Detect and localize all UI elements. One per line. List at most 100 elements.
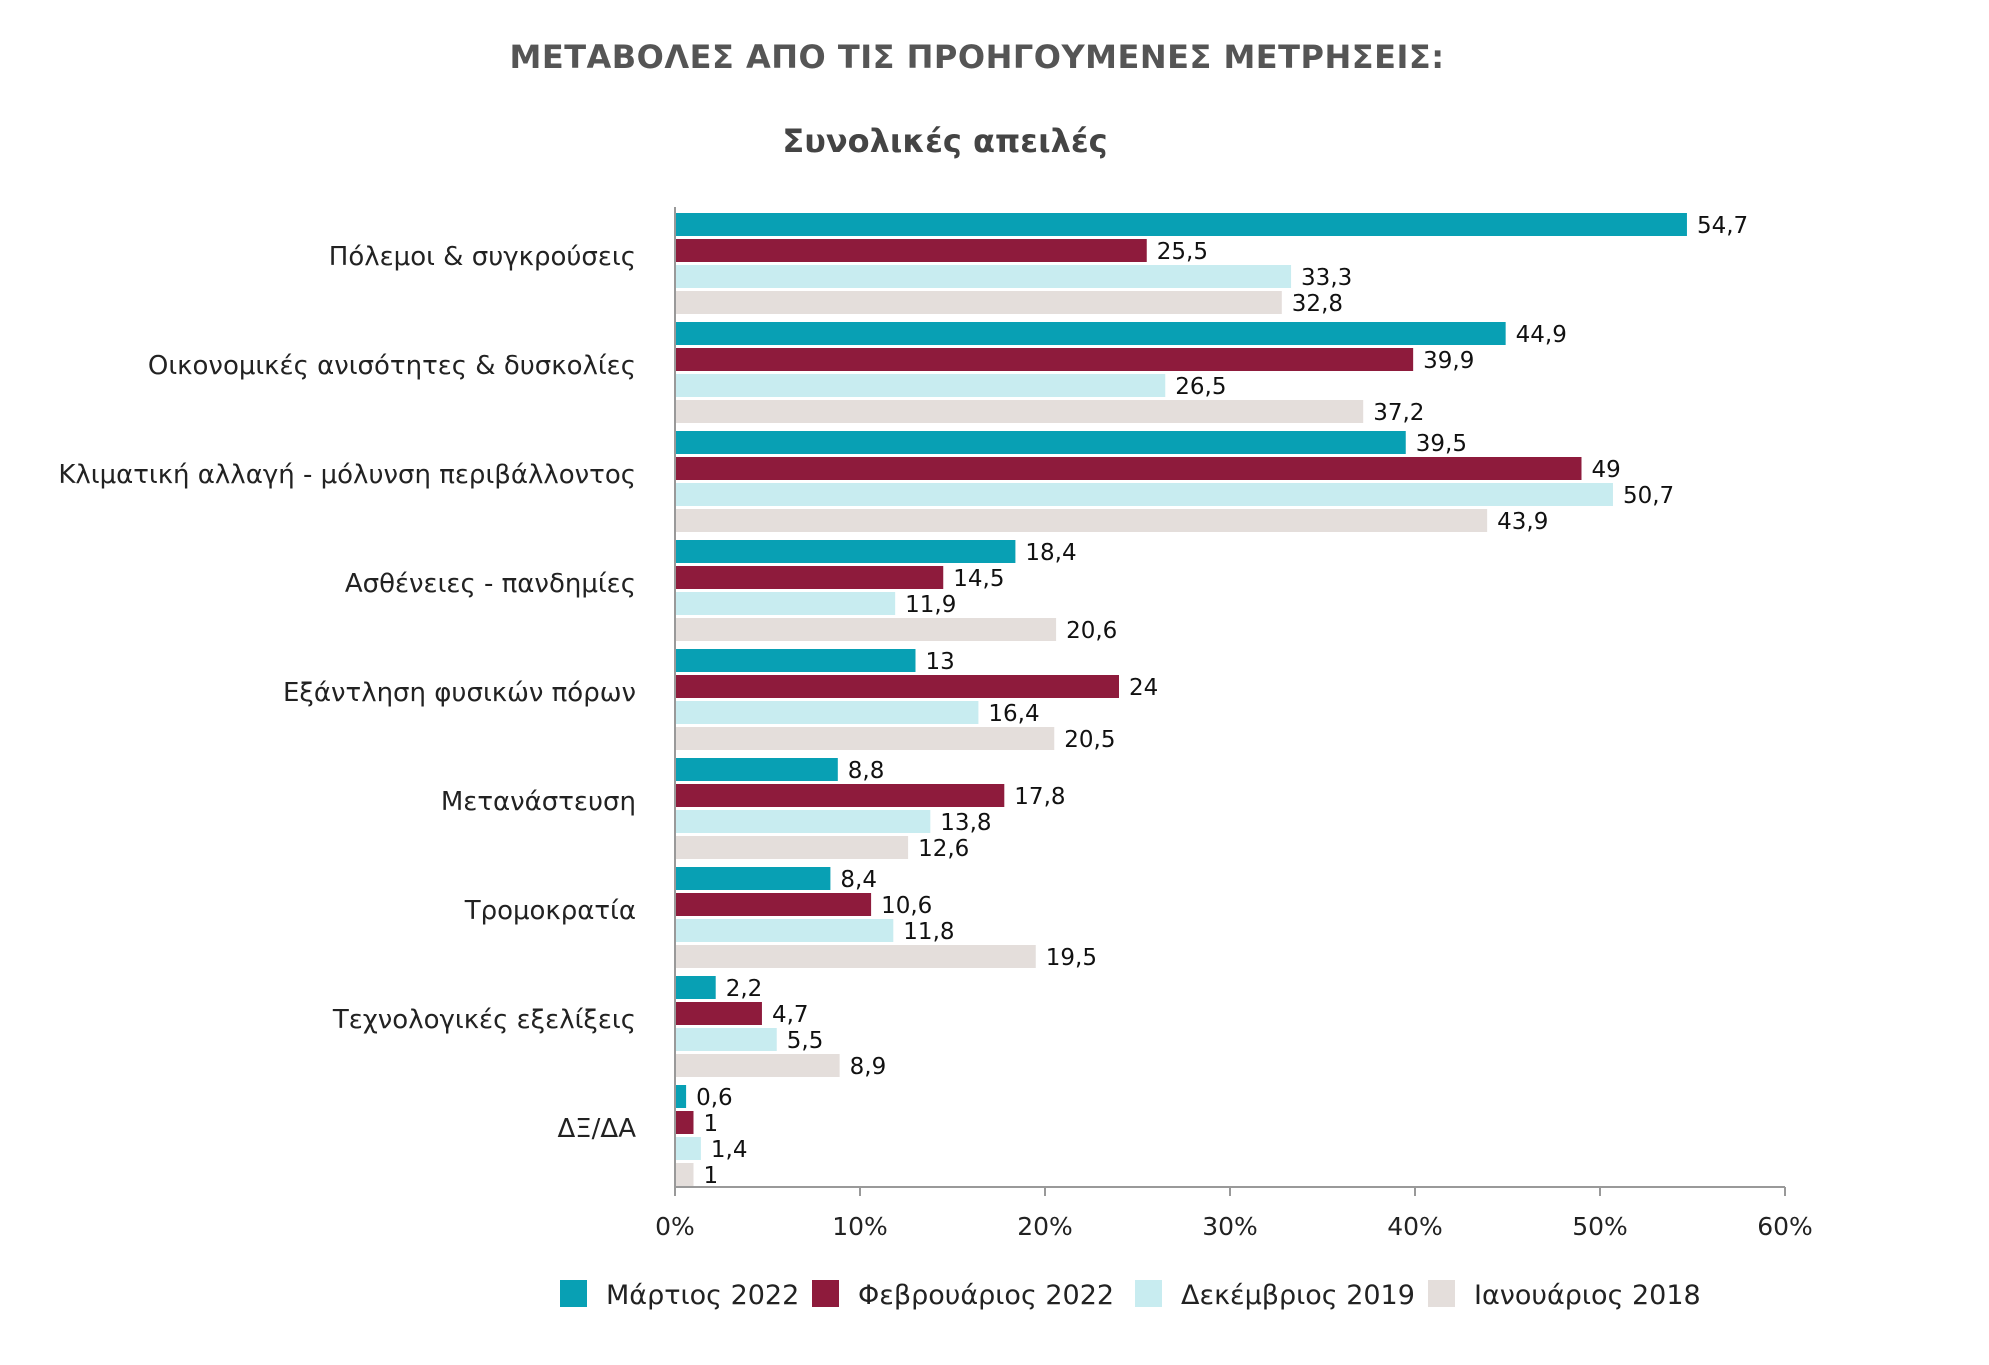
bar: [675, 675, 1119, 698]
bars-layer: 54,7 25,5 33,332,8 44,9 39,9 26,5 37,2 39,5 4950…: [675, 213, 1748, 1189]
bar: [675, 836, 909, 859]
data-label: 16,4: [988, 701, 1039, 727]
bar: [675, 618, 1057, 641]
bar: [675, 431, 1406, 454]
data-label: 4,7: [772, 1002, 809, 1028]
x-tick-label: 0%: [655, 1212, 695, 1241]
bar: [675, 867, 831, 890]
bar: [675, 322, 1506, 345]
bar: [675, 400, 1364, 423]
category-label: Τεχνολογικές εξελίξεις: [332, 1005, 636, 1035]
bar: [675, 213, 1687, 236]
x-tick-label: 20%: [1017, 1212, 1073, 1241]
bar: [675, 1111, 694, 1134]
bar: [675, 348, 1414, 371]
category-label: Τρομοκρατία: [464, 896, 636, 926]
bar: [675, 374, 1166, 397]
bar: [675, 239, 1147, 262]
x-tick-label: 60%: [1757, 1212, 1813, 1241]
legend-label: Ιανουάριος 2018: [1474, 1280, 1701, 1311]
data-label: 10,6: [881, 893, 932, 919]
data-label: 37,2: [1373, 400, 1424, 426]
data-label: 18,4: [1025, 540, 1076, 566]
bar: [675, 1054, 840, 1077]
x-tick-label: 10%: [832, 1212, 888, 1241]
bar: [675, 701, 979, 724]
bar: [675, 945, 1036, 968]
bar: [675, 457, 1582, 480]
chart-subtitle: Συνολικές απειλές: [782, 122, 1107, 160]
bar: [675, 265, 1292, 288]
bar: [675, 784, 1005, 807]
data-label: 39,9: [1423, 348, 1474, 374]
data-label: 49: [1592, 457, 1621, 483]
bar: [675, 758, 838, 781]
data-label: 0,6: [696, 1085, 733, 1111]
category-labels: Πόλεμοι & συγκρούσεις Οικονομικές ανισότη…: [58, 242, 636, 1144]
legend-swatch: [1135, 1280, 1162, 1307]
category-label: ΔΞ/ΔΑ: [557, 1114, 636, 1144]
data-label: 13: [926, 649, 955, 675]
data-label: 44,9: [1516, 322, 1567, 348]
data-label: 12,6: [918, 836, 969, 862]
data-label: 8,9: [850, 1054, 887, 1080]
legend-label: Μάρτιος 2022: [606, 1280, 799, 1311]
bar: [675, 1028, 777, 1051]
x-tick-label: 50%: [1572, 1212, 1628, 1241]
data-label: 33,3: [1301, 265, 1352, 291]
legend-swatch: [560, 1280, 587, 1307]
data-label: 1,4: [711, 1137, 748, 1163]
legend-swatch: [1428, 1280, 1455, 1307]
bar: [675, 509, 1488, 532]
category-label: Οικονομικές ανισότητες & δυσκολίες: [148, 351, 636, 381]
category-label: Μετανάστευση: [441, 787, 636, 817]
data-label: 8,8: [848, 758, 885, 784]
bar: [675, 893, 872, 916]
bar: [675, 483, 1613, 506]
x-tick-label: 30%: [1202, 1212, 1258, 1241]
bar: [675, 1002, 762, 1025]
data-label: 43,9: [1497, 509, 1548, 535]
data-label: 50,7: [1623, 483, 1674, 509]
data-label: 39,5: [1416, 431, 1467, 457]
category-label: Εξάντληση φυσικών πόρων: [283, 678, 636, 708]
data-label: 20,5: [1064, 727, 1115, 753]
bar: [675, 649, 916, 672]
category-label: Ασθένειες - πανδημίες: [345, 569, 636, 599]
data-label: 11,9: [905, 592, 956, 618]
data-label: 8,4: [840, 867, 877, 893]
data-label: 25,5: [1157, 239, 1208, 265]
bar: [675, 810, 931, 833]
x-tick-label: 40%: [1387, 1212, 1443, 1241]
data-label: 14,5: [953, 566, 1004, 592]
data-label: 13,8: [940, 810, 991, 836]
data-label: 20,6: [1066, 618, 1117, 644]
bar: [675, 976, 716, 999]
bar: [675, 291, 1282, 314]
data-label: 2,2: [726, 976, 763, 1002]
data-label: 1: [704, 1163, 719, 1189]
data-label: 32,8: [1292, 291, 1343, 317]
legend-label: Δεκέμβριος 2019: [1181, 1280, 1415, 1311]
chart-title: ΜΕΤΑΒΟΛΕΣ ΑΠΟ ΤΙΣ ΠΡΟΗΓΟΥΜΕΝΕΣ ΜΕΤΡΗΣΕΙΣ…: [509, 38, 1444, 76]
data-label: 54,7: [1697, 213, 1748, 239]
data-label: 11,8: [903, 919, 954, 945]
bar: [675, 919, 894, 942]
bar: [675, 1163, 694, 1186]
legend-label: Φεβρουάριος 2022: [858, 1280, 1114, 1311]
bar: [675, 727, 1055, 750]
data-label: 17,8: [1014, 784, 1065, 810]
data-label: 26,5: [1175, 374, 1226, 400]
bar: [675, 566, 944, 589]
bar: [675, 1137, 701, 1160]
bar: [675, 1085, 687, 1108]
legend-swatch: [812, 1280, 839, 1307]
bar: [675, 592, 896, 615]
data-label: 5,5: [787, 1028, 824, 1054]
category-label: Κλιματική αλλαγή - μόλυνση περιβάλλοντος: [58, 460, 636, 490]
data-label: 1: [704, 1111, 719, 1137]
data-label: 24: [1129, 675, 1158, 701]
data-label: 19,5: [1046, 945, 1097, 971]
